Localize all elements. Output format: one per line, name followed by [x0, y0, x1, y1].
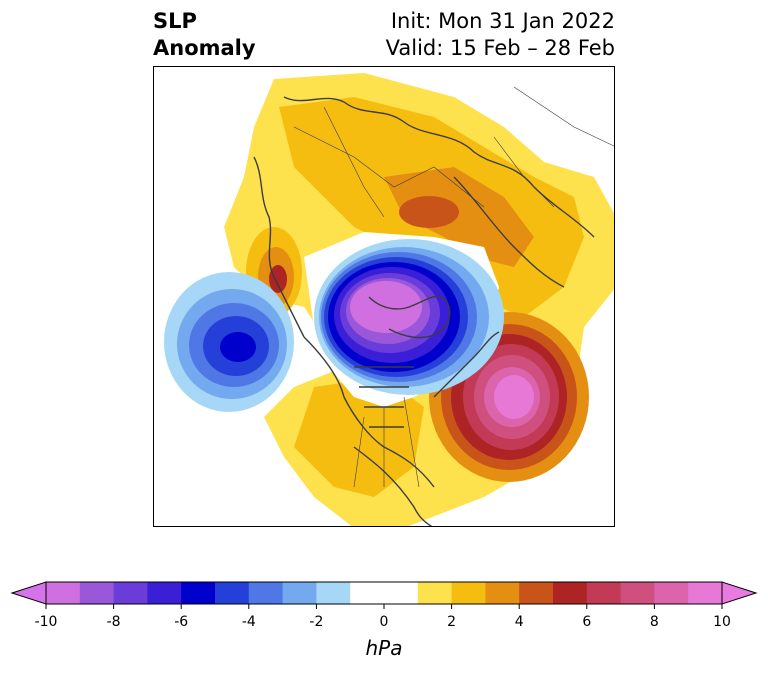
colorbar-tick-label: 0 [379, 614, 389, 630]
colorbar-cell [79, 582, 115, 604]
colorbar-cells [46, 582, 723, 604]
colorbar-cell [316, 582, 351, 604]
colorbar-cell [147, 582, 182, 604]
colorbar-under-arrow [10, 581, 47, 605]
colorbar-cell [181, 582, 216, 604]
colorbar-units: hPa [365, 636, 403, 660]
valid-range: Valid: 15 Feb – 28 Feb [385, 36, 615, 60]
title-left: SLP Anomaly [153, 8, 256, 62]
title-right: Init: Mon 31 Jan 2022 Valid: 15 Feb – 28… [386, 8, 615, 62]
border-lines [293, 86, 614, 488]
colorbar-cell [384, 582, 419, 604]
colorbar-cell [586, 582, 622, 604]
colorbar-tick-label: -6 [174, 614, 189, 630]
map-canvas [164, 73, 614, 526]
colorbar-cell [451, 582, 486, 604]
colorbar-cell [519, 582, 554, 604]
colorbar-cell [485, 582, 520, 604]
colorbar-tick-label: -4 [241, 614, 256, 630]
colorbar-cell [688, 582, 723, 604]
colorbar-tick-label: -2 [309, 614, 324, 630]
colorbar-cell [553, 582, 588, 604]
colorbar-cell [46, 582, 81, 604]
colorbar-tick-label: 4 [514, 614, 524, 630]
colorbar-over-arrow [721, 581, 758, 605]
title-variable: SLP [153, 9, 197, 33]
colorbar-cell [620, 582, 655, 604]
colorbar-cell [248, 582, 284, 604]
colorbar-tick-label: -10 [34, 614, 58, 630]
colorbar [10, 581, 758, 609]
anomaly-map [153, 66, 615, 527]
colorbar-tick-label: 8 [649, 614, 659, 630]
colorbar-tick-label: -8 [106, 614, 121, 630]
colorbar-tick-label: 10 [713, 614, 731, 630]
colorbar-tick-label: 6 [582, 614, 592, 630]
init-date: Init: Mon 31 Jan 2022 [390, 9, 615, 33]
colorbar-ticks [45, 604, 723, 609]
title-field: Anomaly [153, 36, 256, 60]
colorbar-cell [215, 582, 250, 604]
colorbar-cell [654, 582, 689, 604]
colorbar-tick-label: 2 [447, 614, 457, 630]
colorbar-cell [417, 582, 453, 604]
colorbar-cell [282, 582, 317, 604]
colorbar-cell [113, 582, 148, 604]
colorbar-cell [350, 582, 385, 604]
